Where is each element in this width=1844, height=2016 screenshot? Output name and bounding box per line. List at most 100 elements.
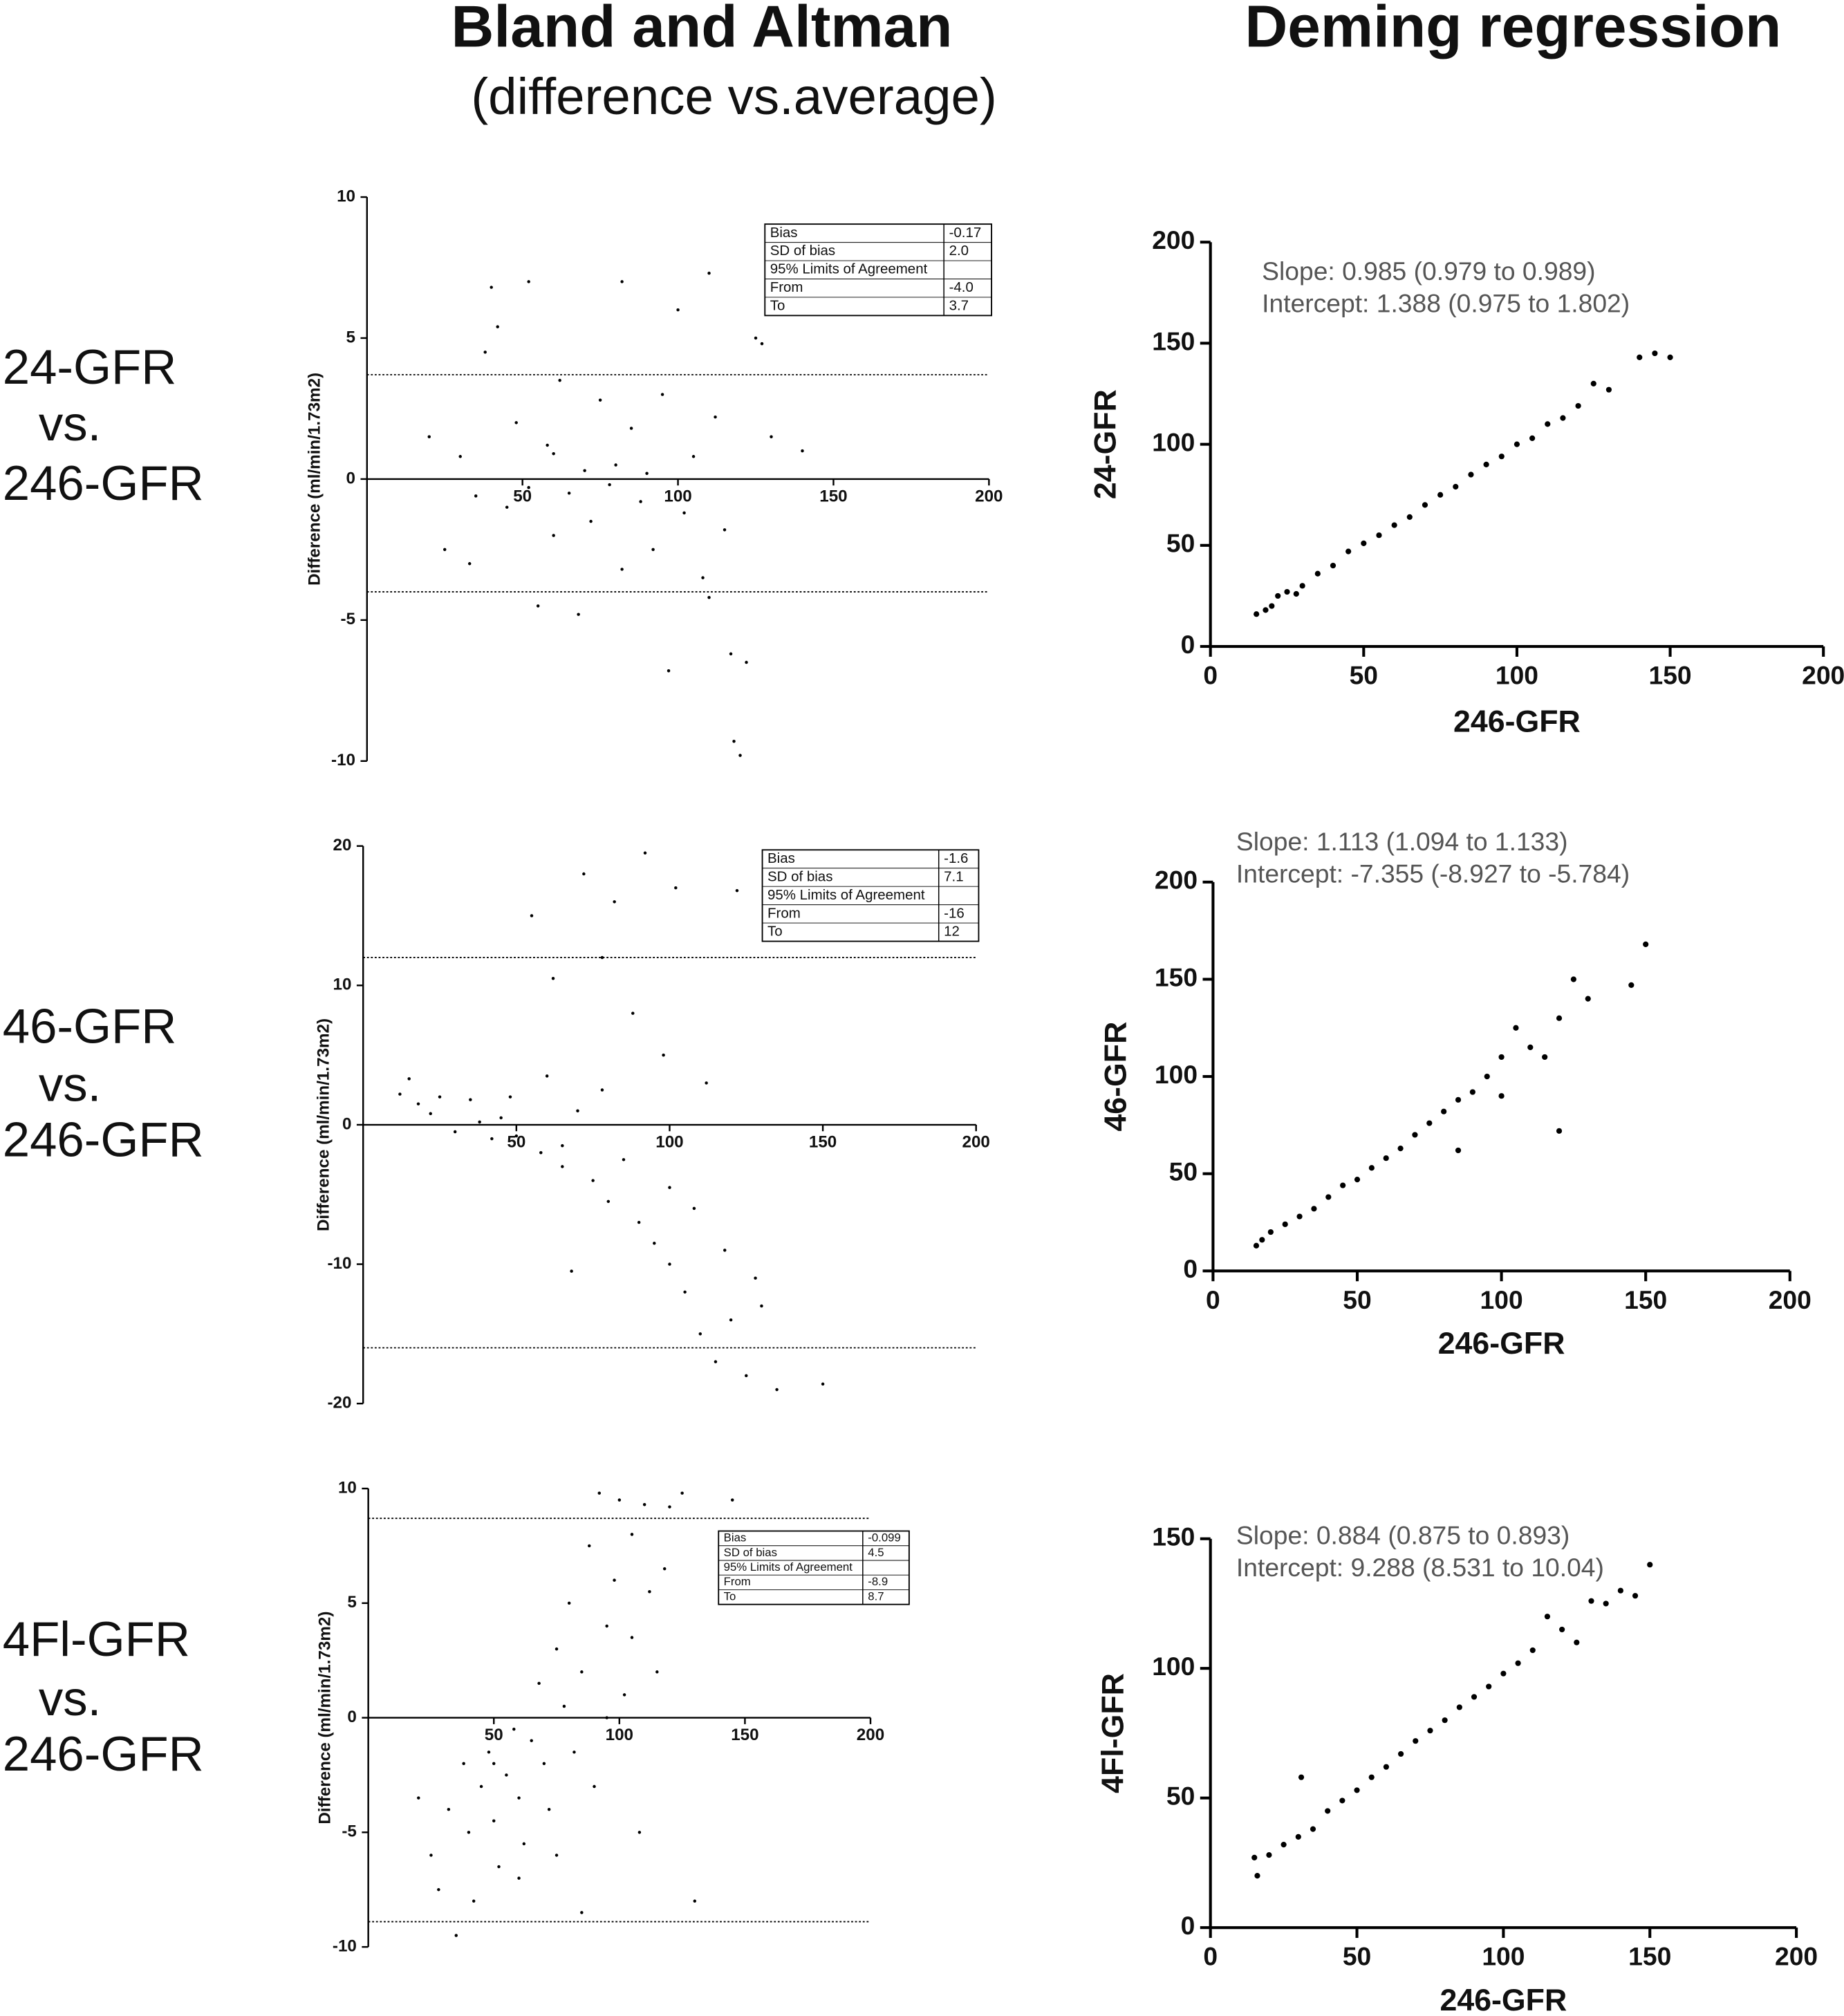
point	[1468, 472, 1474, 478]
row-label: 4Fl-GFR	[3, 1612, 190, 1666]
y-tick-label: 200	[1152, 225, 1195, 254]
point	[1368, 1165, 1375, 1171]
point	[683, 1290, 687, 1294]
x-tick-label: 50	[1343, 1285, 1371, 1314]
point	[1453, 483, 1459, 490]
point	[438, 1095, 442, 1099]
point	[527, 280, 530, 283]
y-tick-label: 5	[346, 328, 355, 346]
row-label: vs.	[39, 396, 101, 451]
point	[676, 308, 680, 312]
point	[492, 1762, 496, 1766]
point	[1486, 1683, 1492, 1690]
y-tick-label: 50	[1166, 1782, 1195, 1811]
point	[1282, 1221, 1288, 1227]
point	[1617, 1587, 1623, 1594]
point	[478, 1120, 481, 1124]
point	[1556, 1128, 1563, 1134]
x-tick-label: 200	[857, 1726, 884, 1744]
point	[1412, 1132, 1418, 1138]
point	[1570, 976, 1576, 982]
point	[1298, 1774, 1305, 1780]
point	[692, 1206, 696, 1211]
point	[732, 739, 736, 743]
row-label: 246-GFR	[3, 456, 204, 510]
point	[1368, 1774, 1375, 1780]
row-label: vs.	[39, 1057, 101, 1112]
point	[1632, 1593, 1639, 1599]
point	[620, 568, 624, 571]
point	[454, 1934, 458, 1937]
point	[613, 900, 616, 904]
point	[760, 342, 764, 346]
point	[667, 669, 671, 673]
point	[467, 1831, 471, 1834]
row-label: vs.	[39, 1671, 101, 1726]
point	[680, 1491, 684, 1495]
point	[1383, 1764, 1390, 1770]
point	[539, 1151, 543, 1155]
point	[1588, 1598, 1594, 1604]
point	[536, 604, 540, 608]
point	[447, 1807, 451, 1811]
table-label: 95% Limits of Agreement	[724, 1560, 853, 1574]
row-label: 46-GFR	[3, 999, 177, 1054]
point	[1263, 607, 1269, 613]
table-label: SD of bias	[724, 1546, 777, 1559]
point	[1310, 1826, 1316, 1832]
point	[1603, 1600, 1609, 1607]
x-tick-label: 0	[1203, 1942, 1218, 1971]
point	[1643, 941, 1649, 947]
point	[1339, 1798, 1345, 1804]
point	[1296, 1213, 1303, 1220]
row-label: 24-GFR	[3, 339, 177, 394]
point	[1330, 562, 1337, 569]
table-label: From	[767, 905, 801, 921]
point	[1275, 592, 1281, 599]
point	[662, 1567, 667, 1571]
point	[1628, 982, 1635, 989]
point	[522, 1842, 526, 1846]
point	[735, 888, 739, 893]
point	[617, 1498, 622, 1502]
point	[642, 1503, 646, 1506]
point	[583, 469, 586, 472]
point	[1544, 1614, 1551, 1620]
annotation: Slope: 1.113 (1.094 to 1.133)	[1236, 827, 1568, 856]
y-tick-label: 0	[1183, 1254, 1198, 1283]
point	[567, 1601, 571, 1605]
point	[512, 1727, 516, 1731]
point	[754, 336, 758, 340]
y-tick-label: -10	[327, 1254, 351, 1273]
x-axis-label: 246-GFR	[1438, 1327, 1565, 1361]
point	[1383, 1155, 1389, 1161]
y-axis-label: Difference (ml/min/1.73m2)	[306, 373, 324, 586]
y-tick-label: 0	[346, 469, 355, 487]
y-tick-label: 200	[1155, 866, 1198, 895]
point	[691, 455, 696, 458]
point	[497, 1865, 501, 1869]
x-tick-label: 50	[1343, 1942, 1371, 1971]
annotation: Slope: 0.985 (0.979 to 0.989)	[1262, 256, 1595, 286]
point	[1652, 350, 1658, 357]
table-label: SD of bias	[767, 868, 832, 884]
point	[407, 1077, 411, 1081]
y-tick-label: -20	[327, 1394, 351, 1412]
point	[1354, 1177, 1361, 1183]
row-label: 246-GFR	[3, 1726, 204, 1781]
table-label: Bias	[767, 850, 795, 866]
point	[630, 1533, 634, 1536]
point	[1575, 402, 1581, 409]
point	[1397, 1146, 1404, 1152]
point	[738, 754, 742, 757]
point	[1406, 514, 1413, 520]
point	[561, 1144, 564, 1148]
point	[588, 1544, 591, 1548]
point	[707, 271, 711, 275]
x-tick-label: 100	[1496, 661, 1538, 690]
point	[1325, 1808, 1331, 1814]
point	[630, 1636, 634, 1639]
y-tick-label: 50	[1166, 529, 1195, 558]
x-tick-label: 0	[1206, 1285, 1220, 1314]
point	[1280, 1842, 1287, 1848]
